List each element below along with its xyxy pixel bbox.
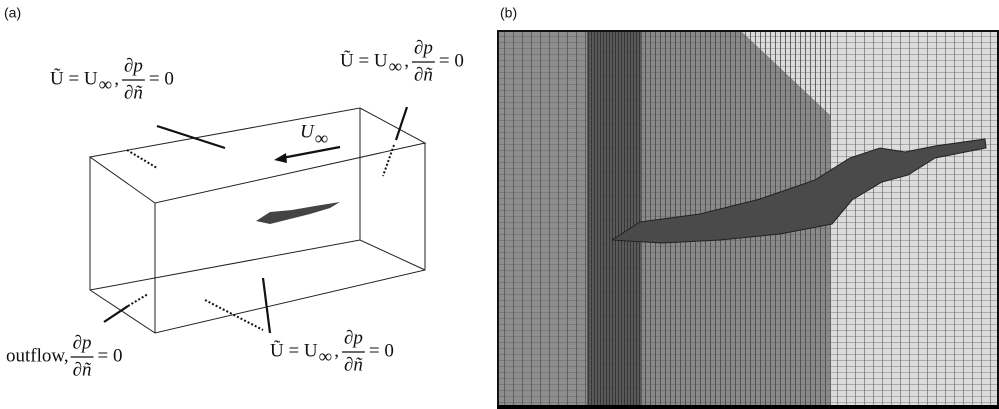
math-text: Ũ = U: [50, 67, 98, 89]
fraction-numerator: ∂p: [344, 327, 363, 348]
fraction-numerator: ∂p: [73, 332, 92, 353]
fraction-denominator: ∂ñ: [124, 82, 143, 103]
fraction-denominator: ∂ñ: [414, 64, 433, 85]
mesh-view: [497, 30, 999, 409]
math-text: Ũ = U: [270, 339, 318, 361]
math-text: Ũ = U: [340, 49, 388, 71]
math-text: ∞: [319, 346, 333, 367]
math-text: ,: [334, 340, 339, 361]
math-text: = 0: [369, 340, 394, 361]
math-text: ,: [114, 68, 119, 89]
math-text: ,: [404, 50, 409, 71]
math-text: outflow,: [6, 345, 69, 366]
panel-label: (a): [4, 5, 21, 21]
domain-box: [90, 107, 425, 333]
panel-label: (b): [500, 5, 517, 21]
fraction-denominator: ∂ñ: [73, 359, 92, 380]
flow-subscript: ∞: [315, 128, 329, 149]
flow-symbol: U: [300, 121, 315, 142]
fraction-denominator: ∂ñ: [344, 354, 363, 375]
math-text: ∞: [389, 56, 403, 77]
fraction-numerator: ∂p: [414, 37, 433, 58]
figure: (a) (b) Ũ = U∞,∂p∂ñ= 0Ũ = U∞,∂p∂ñ= 0Ũ: [0, 0, 999, 409]
fraction-numerator: ∂p: [124, 55, 143, 76]
math-text: = 0: [439, 50, 464, 71]
math-text: ∞: [99, 74, 113, 95]
math-text: = 0: [149, 68, 174, 89]
math-text: = 0: [98, 345, 123, 366]
